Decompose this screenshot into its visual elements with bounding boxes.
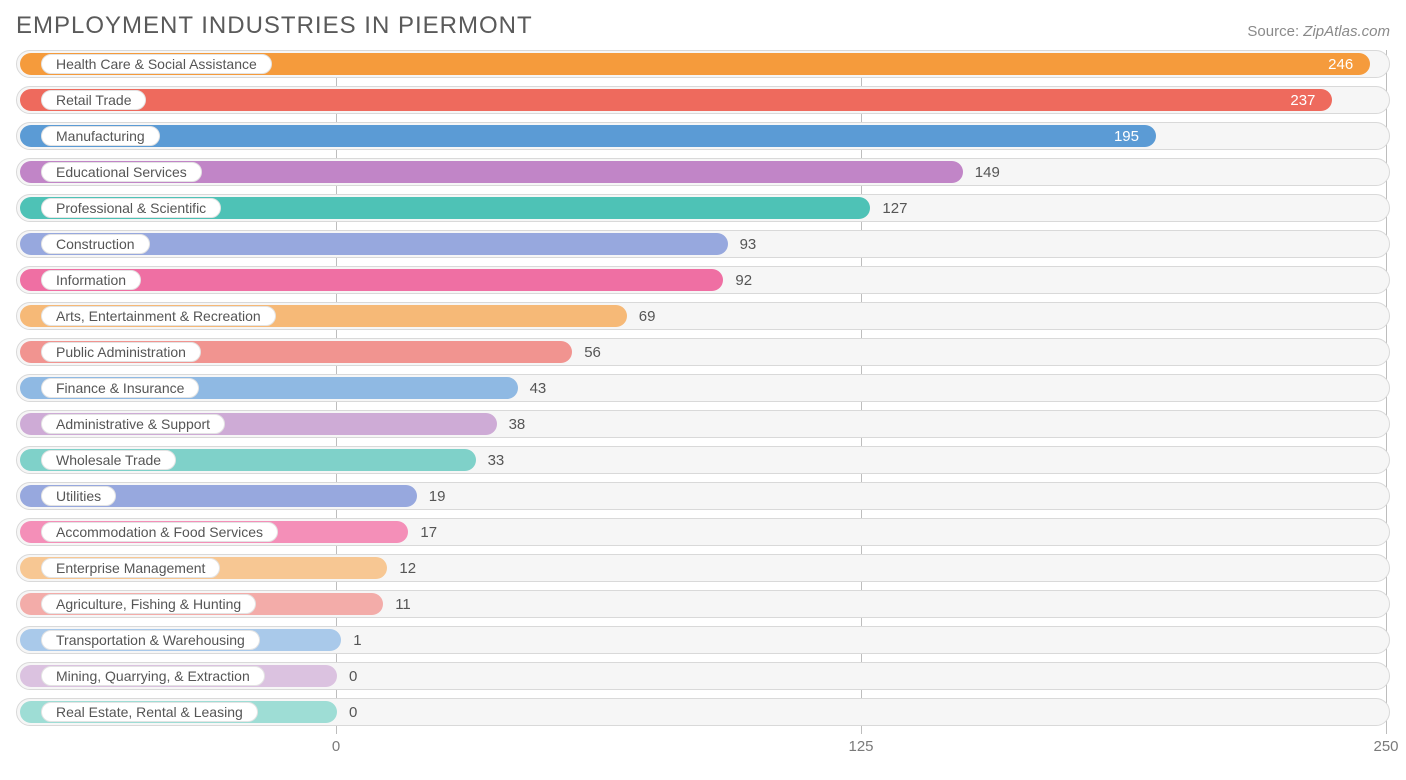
x-axis: 0125250 [16, 734, 1390, 760]
chart-row: Wholesale Trade 33 [16, 446, 1390, 474]
category-label: Utilities [41, 486, 116, 506]
chart-header: EMPLOYMENT INDUSTRIES IN PIERMONT Source… [16, 12, 1390, 40]
value-label: 93 [740, 231, 757, 257]
value-label: 195 [1114, 123, 1139, 149]
bar [20, 125, 1156, 147]
chart-row: Health Care & Social Assistance 246 [16, 50, 1390, 78]
value-label: 237 [1290, 87, 1315, 113]
chart-row: Public Administration 56 [16, 338, 1390, 366]
source-name: ZipAtlas.com [1303, 23, 1390, 40]
value-label: 11 [395, 591, 411, 617]
category-label: Administrative & Support [41, 414, 225, 434]
chart-row: Transportation & Warehousing 1 [16, 626, 1390, 654]
value-label: 12 [399, 555, 416, 581]
category-label: Wholesale Trade [41, 450, 176, 470]
chart-row: Arts, Entertainment & Recreation 69 [16, 302, 1390, 330]
category-label: Professional & Scientific [41, 198, 221, 218]
category-label: Arts, Entertainment & Recreation [41, 306, 276, 326]
value-label: 0 [349, 699, 357, 725]
value-label: 19 [429, 483, 446, 509]
category-label: Public Administration [41, 342, 201, 362]
value-label: 43 [530, 375, 547, 401]
bar [20, 89, 1332, 111]
chart-row: Retail Trade 237 [16, 86, 1390, 114]
category-label: Information [41, 270, 141, 290]
value-label: 17 [420, 519, 437, 545]
source-attribution: Source: ZipAtlas.com [1247, 23, 1390, 40]
value-label: 127 [882, 195, 907, 221]
chart-row: Agriculture, Fishing & Hunting 11 [16, 590, 1390, 618]
value-label: 246 [1328, 51, 1353, 77]
chart-row: Construction 93 [16, 230, 1390, 258]
category-label: Retail Trade [41, 90, 146, 110]
value-label: 56 [584, 339, 601, 365]
chart-row: Manufacturing 195 [16, 122, 1390, 150]
bar-chart: Health Care & Social Assistance 246 Retail… [16, 50, 1390, 760]
value-label: 33 [488, 447, 505, 473]
chart-title: EMPLOYMENT INDUSTRIES IN PIERMONT [16, 12, 533, 40]
value-label: 0 [349, 663, 357, 689]
category-label: Transportation & Warehousing [41, 630, 260, 650]
value-label: 149 [975, 159, 1000, 185]
chart-row: Utilities 19 [16, 482, 1390, 510]
category-label: Finance & Insurance [41, 378, 199, 398]
category-label: Accommodation & Food Services [41, 522, 278, 542]
category-label: Mining, Quarrying, & Extraction [41, 666, 265, 686]
chart-row: Educational Services 149 [16, 158, 1390, 186]
chart-row: Real Estate, Rental & Leasing 0 [16, 698, 1390, 726]
chart-row: Professional & Scientific 127 [16, 194, 1390, 222]
value-label: 69 [639, 303, 656, 329]
category-label: Real Estate, Rental & Leasing [41, 702, 258, 722]
category-label: Enterprise Management [41, 558, 220, 578]
value-label: 1 [353, 627, 361, 653]
x-tick-label: 250 [1373, 738, 1398, 755]
x-tick-label: 0 [332, 738, 340, 755]
category-label: Health Care & Social Assistance [41, 54, 272, 74]
chart-row: Accommodation & Food Services 17 [16, 518, 1390, 546]
value-label: 92 [735, 267, 752, 293]
category-label: Agriculture, Fishing & Hunting [41, 594, 256, 614]
chart-row: Mining, Quarrying, & Extraction 0 [16, 662, 1390, 690]
category-label: Educational Services [41, 162, 202, 182]
category-label: Manufacturing [41, 126, 160, 146]
source-prefix: Source: [1247, 23, 1299, 40]
x-tick-label: 125 [848, 738, 873, 755]
chart-row: Finance & Insurance 43 [16, 374, 1390, 402]
chart-row: Information 92 [16, 266, 1390, 294]
chart-rows: Health Care & Social Assistance 246 Retail… [16, 50, 1390, 726]
value-label: 38 [509, 411, 526, 437]
chart-row: Enterprise Management 12 [16, 554, 1390, 582]
chart-row: Administrative & Support 38 [16, 410, 1390, 438]
category-label: Construction [41, 234, 150, 254]
